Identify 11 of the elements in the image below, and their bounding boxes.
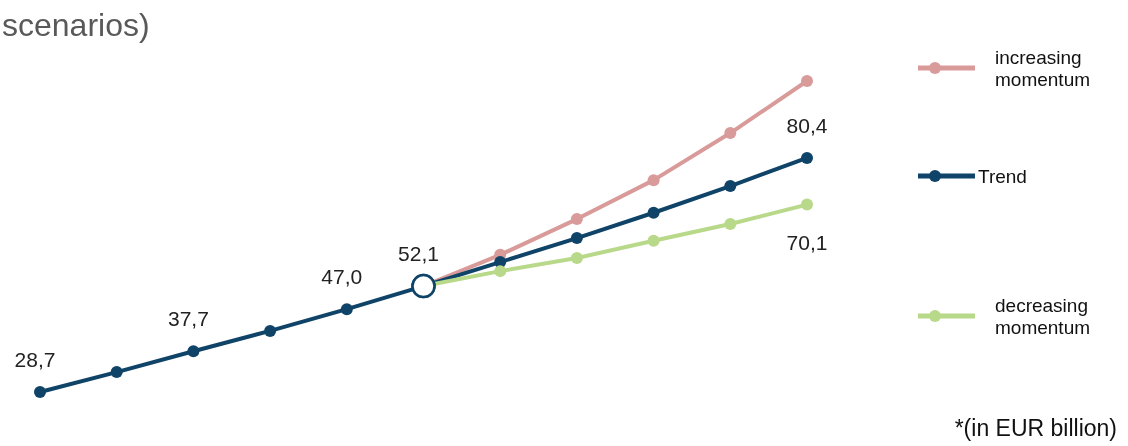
data-label: 80,4 bbox=[786, 113, 828, 137]
legend-label: decreasing momentum bbox=[995, 295, 1091, 338]
data-label: 47,0 bbox=[321, 265, 363, 289]
data-label: 52,1 bbox=[398, 242, 439, 266]
data-label: 28,7 bbox=[14, 348, 56, 371]
legend-label: Trend bbox=[978, 166, 1027, 187]
data-label: 70,1 bbox=[786, 230, 828, 254]
legend-label: increasing momentum bbox=[995, 47, 1091, 90]
data-label: 37,7 bbox=[167, 307, 209, 331]
chart-title: scenarios) bbox=[2, 7, 150, 43]
text: *(in EUR billion) bbox=[954, 415, 1117, 441]
